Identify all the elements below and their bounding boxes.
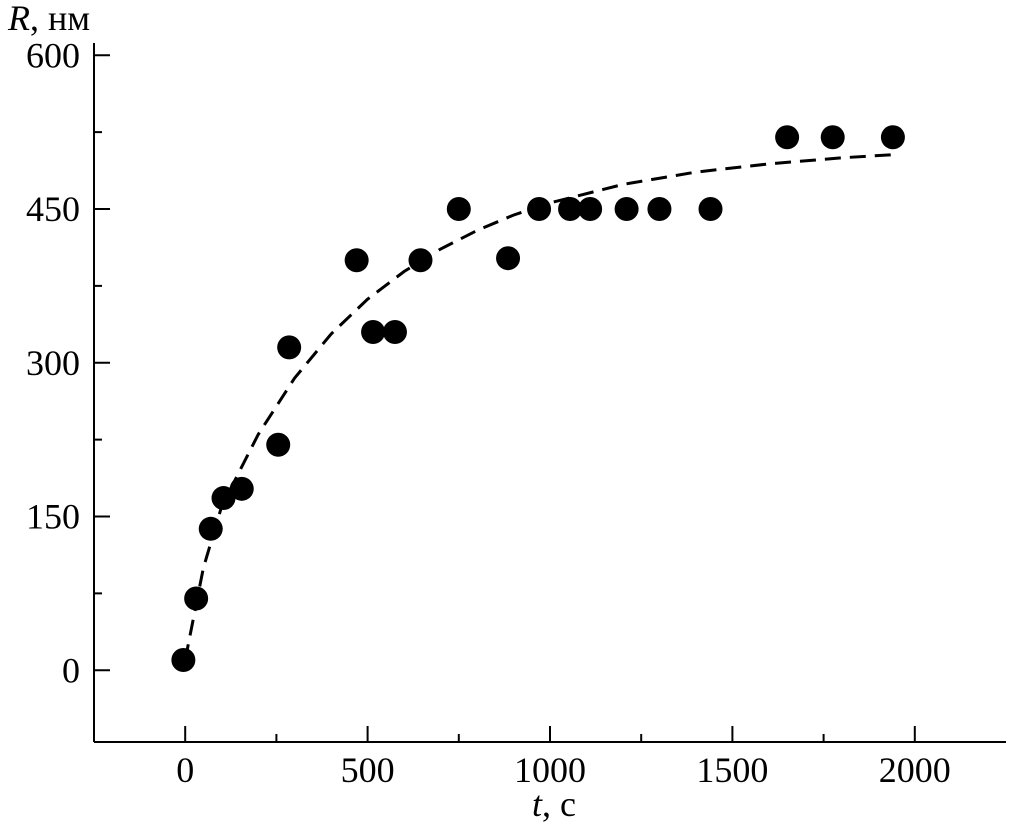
y-tick-label: 0 <box>62 650 80 690</box>
y-axis-title: R, нм <box>7 0 90 38</box>
data-point <box>880 125 905 150</box>
x-axis-unit: , с <box>542 784 576 824</box>
data-point <box>229 476 254 501</box>
x-tick-label: 2000 <box>879 750 951 790</box>
y-axis-variable: R <box>7 0 30 38</box>
data-point <box>184 586 209 611</box>
data-point <box>558 197 583 221</box>
plot-area <box>171 125 905 672</box>
y-tick-label: 300 <box>26 343 80 383</box>
y-tick-label: 150 <box>26 497 80 537</box>
data-point <box>647 197 672 221</box>
x-tick-label: 1000 <box>514 750 586 790</box>
data-point <box>408 248 433 273</box>
data-point <box>496 246 521 271</box>
data-point <box>344 248 369 273</box>
x-axis-title: t, с <box>532 784 576 824</box>
data-point <box>277 335 302 360</box>
data-point <box>211 486 236 511</box>
data-point <box>820 125 845 150</box>
axes: 0 500 1000 1500 2000 0 150 300 450 600 <box>26 35 1006 790</box>
data-point <box>198 516 223 541</box>
y-tick-label: 450 <box>26 189 80 229</box>
data-point <box>446 197 471 221</box>
data-point <box>578 197 603 221</box>
data-point <box>527 197 552 221</box>
data-point <box>171 648 196 672</box>
data-point <box>775 125 800 150</box>
data-point <box>382 320 407 344</box>
data-point <box>698 197 723 221</box>
x-tick-label: 500 <box>341 750 395 790</box>
x-axis-variable: t <box>532 784 543 824</box>
data-point <box>614 197 639 221</box>
x-tick-label: 0 <box>176 750 194 790</box>
y-tick-label: 600 <box>26 35 80 75</box>
x-tick-label: 1500 <box>696 750 768 790</box>
y-axis-unit: , нм <box>30 0 90 38</box>
data-point <box>266 432 291 457</box>
data-point <box>361 320 386 344</box>
fit-curve <box>183 153 893 661</box>
